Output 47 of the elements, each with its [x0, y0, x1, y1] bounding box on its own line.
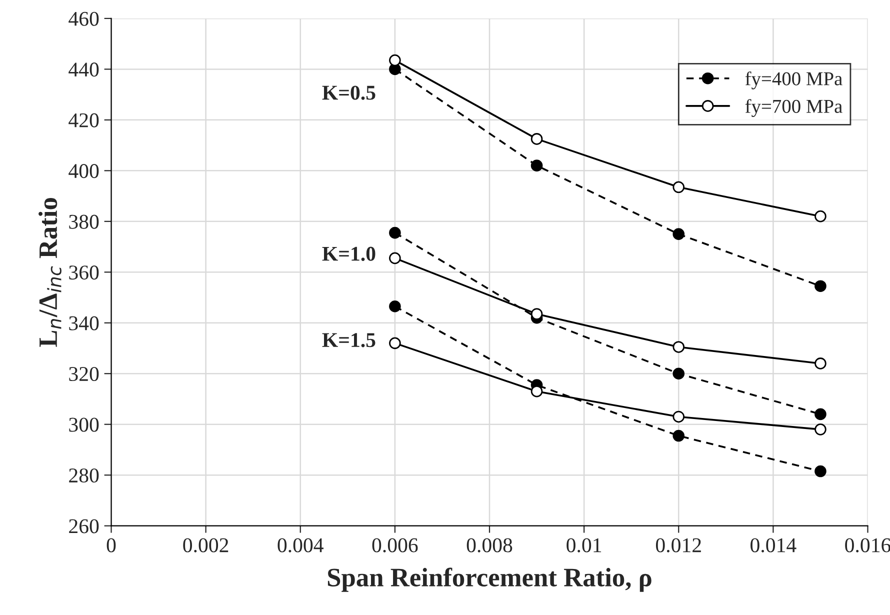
point	[530, 385, 543, 398]
point	[814, 465, 826, 478]
y-tick-label: 460	[68, 12, 99, 26]
y-tick-label: 280	[69, 468, 99, 483]
x-tick-label: 0.012	[656, 538, 701, 552]
point	[672, 341, 685, 353]
point	[389, 252, 401, 264]
point	[814, 408, 826, 420]
point	[672, 368, 685, 380]
y-tick-label: 420	[68, 113, 99, 128]
y-tick-label: 320	[69, 366, 99, 382]
y-tick-label: 340	[69, 316, 99, 330]
x-tick-label: 0.014	[750, 538, 796, 552]
point	[389, 337, 401, 350]
y-tick-label: 260	[69, 519, 99, 534]
point	[672, 228, 685, 240]
legend-label: fy=400 MPa	[745, 71, 842, 90]
y-tick-label: 400	[68, 164, 99, 178]
legend-label: fy=700 MPa	[745, 99, 842, 117]
x-tick-label: 0.002	[183, 538, 228, 552]
point	[672, 181, 685, 194]
point	[530, 308, 543, 320]
annotation: K=1.0	[322, 246, 376, 261]
x-tick-label: 0.004	[278, 538, 324, 552]
x-axis-title: Span Reinforcement Ratio, ρ	[328, 568, 652, 592]
point	[389, 300, 401, 312]
annotation: K=0.5	[322, 86, 376, 100]
y-tick-label: 360	[69, 266, 99, 280]
x-tick-label: 0.008	[466, 538, 512, 552]
x-tick-label: 0.006	[372, 538, 418, 552]
point	[672, 410, 685, 423]
point	[389, 54, 401, 66]
x-tick-label: 0	[106, 538, 116, 552]
x-tick-label: 0.01	[566, 538, 602, 552]
y-tick-label: 300	[69, 418, 99, 432]
point	[814, 358, 826, 370]
point	[530, 160, 543, 172]
point	[814, 280, 826, 292]
y-axis-title: L$_{n}$/Δ$_{inc}$ Ratio	[38, 198, 62, 347]
y-tick-label: 440	[68, 62, 99, 77]
annotation: K=1.5	[322, 333, 376, 348]
y-tick-label: 380	[69, 214, 99, 229]
point	[814, 424, 826, 436]
point	[530, 133, 543, 145]
point	[672, 430, 685, 442]
point	[814, 210, 826, 222]
point	[389, 226, 401, 239]
